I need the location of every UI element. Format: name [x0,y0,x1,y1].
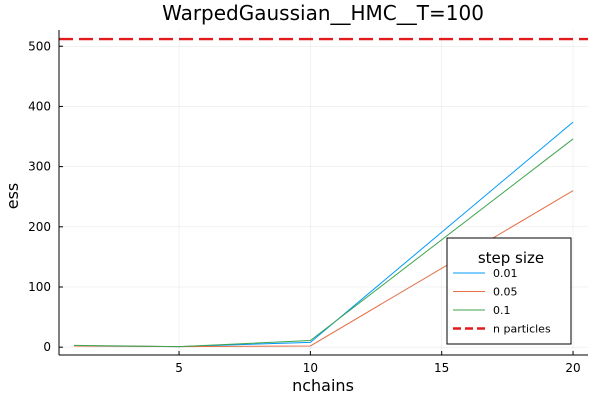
y-tick-label: 0 [43,340,51,354]
y-axis-label: ess [3,183,22,210]
grid [59,30,588,355]
x-tick-label: 5 [175,361,183,375]
series-layer [59,37,588,348]
legend-label: 0.1 [493,304,511,317]
y-tick-label: 300 [28,160,51,174]
series-line-0.1 [73,138,574,348]
legend: step size 0.01 0.05 0.1 n particles [446,237,572,345]
legend-label: 0.01 [493,267,518,280]
legend-entries: 0.01 0.05 0.1 n particles [453,267,551,336]
chart-title: WarpedGaussian__HMC__T=100 [162,1,484,25]
y-tick-label: 100 [28,280,51,294]
axes [58,30,588,356]
x-axis-label: nchains [292,376,354,395]
y-tick-label: 200 [28,220,51,234]
legend-title: step size [478,249,544,267]
legend-label: n particles [493,323,551,336]
x-tick-label: 20 [565,361,580,375]
x-tick-label: 10 [303,361,318,375]
y-tick-label: 400 [28,99,51,113]
x-tick-label: 15 [434,361,449,375]
legend-label: 0.05 [493,286,518,299]
y-tick-label: 500 [28,39,51,53]
